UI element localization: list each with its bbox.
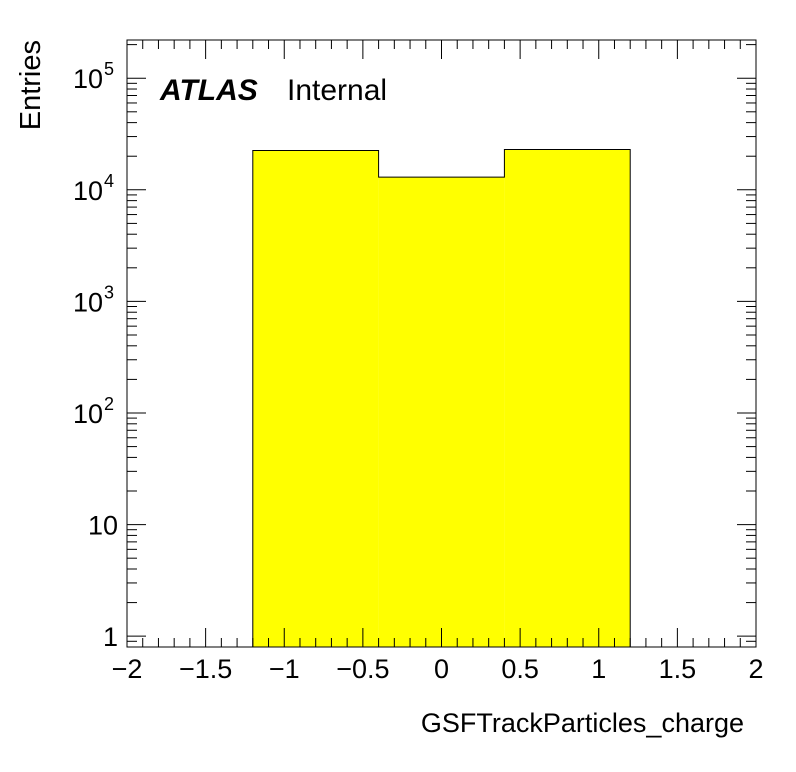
plot-frame: [126, 39, 757, 648]
histogram-bin-3: [504, 149, 631, 647]
x-tick-label: −1.5: [179, 654, 232, 684]
y-axis-label: Entries: [15, 40, 47, 130]
axis-ticks: [126, 40, 757, 648]
x-tick-label: 2: [748, 654, 763, 684]
atlas-label: ATLAS: [159, 74, 258, 107]
x-tick-labels: −2 −1.5 −1 −0.5 0 0.5 1 1.5 2: [112, 654, 764, 684]
y-tick-label: 10: [88, 511, 118, 541]
y-tick-exponent: 2: [104, 394, 114, 414]
histogram-bars: [252, 148, 631, 648]
y-tick-label: 10: [73, 399, 103, 429]
x-tick-label: 1.5: [659, 654, 697, 684]
y-tick-label: 10: [73, 287, 103, 317]
y-tick-exponent: 3: [104, 282, 114, 302]
y-tick-exponent: 4: [104, 171, 114, 191]
y-tick-label: 1: [103, 622, 118, 652]
x-tick-label: 1: [591, 654, 606, 684]
x-tick-label: 0: [434, 654, 449, 684]
histogram-outline: [252, 148, 631, 647]
x-tick-label: 0.5: [501, 654, 539, 684]
x-tick-label: −1: [269, 654, 300, 684]
x-axis-label: GSFTrackParticles_charge: [421, 708, 744, 738]
x-tick-label: −0.5: [336, 654, 389, 684]
status-label: Internal: [287, 74, 387, 107]
y-tick-exponent: 5: [104, 59, 114, 79]
y-tick-label: 10: [73, 176, 103, 206]
histogram-bin-1: [252, 150, 379, 647]
y-tick-label: 10: [73, 64, 103, 94]
histogram-bin-2: [378, 177, 505, 648]
x-tick-label: −2: [112, 654, 143, 684]
